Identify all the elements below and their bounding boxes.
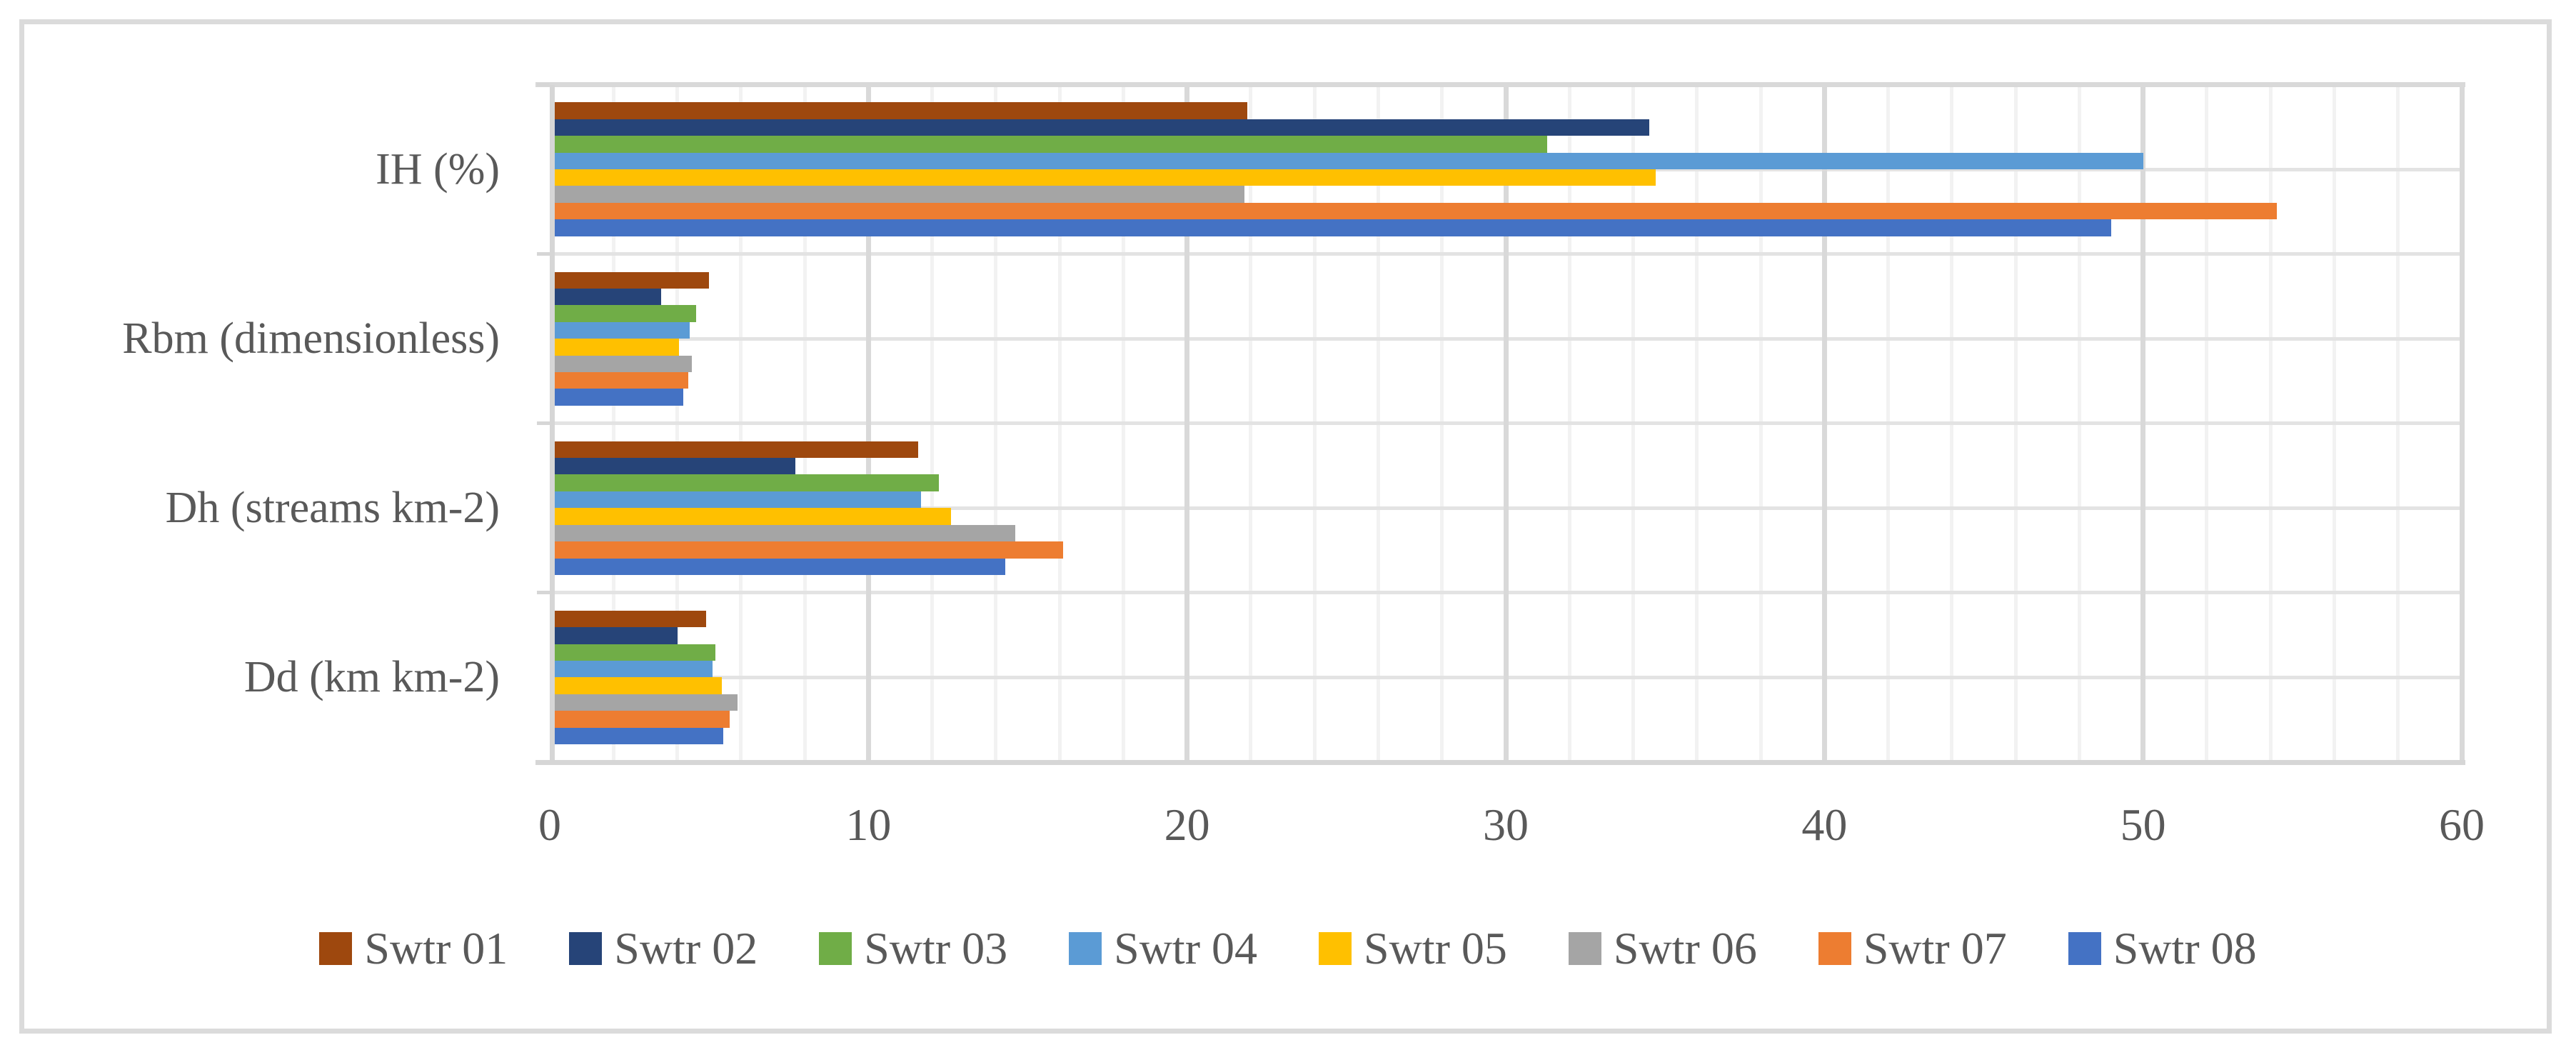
bar-swtr-08-ih	[555, 219, 2112, 236]
bar-swtr-07-rbm-dimensionless	[555, 372, 689, 389]
x-tick-label: 30	[1483, 799, 1529, 850]
bar-swtr-05-ih	[555, 169, 1656, 186]
bar-swtr-07-ih	[555, 202, 2278, 220]
legend-item-swtr-03: Swtr 03	[819, 926, 1007, 971]
category-label-ih: IH (%)	[376, 145, 500, 194]
category-axis-tick	[537, 421, 550, 426]
bar-swtr-04-dh-streams-km-2	[555, 491, 921, 509]
bar-swtr-06-dd-km-km-2	[555, 694, 738, 711]
value-axis-line	[535, 760, 2465, 765]
bar-swtr-04-dd-km-km-2	[555, 661, 713, 678]
legend-item-swtr-04: Swtr 04	[1069, 926, 1257, 971]
legend-item-swtr-02: Swtr 02	[569, 926, 758, 971]
x-tick-label: 50	[2120, 799, 2166, 850]
bar-swtr-02-dh-streams-km-2	[555, 458, 795, 475]
category-axis-tick	[537, 252, 550, 256]
bar-swtr-07-dh-streams-km-2	[555, 541, 1063, 559]
bar-swtr-01-ih	[555, 102, 1248, 119]
major-gridline	[2459, 84, 2465, 762]
bar-swtr-02-dd-km-km-2	[555, 627, 678, 644]
bar-swtr-05-dh-streams-km-2	[555, 508, 952, 525]
bar-swtr-05-dd-km-km-2	[555, 677, 723, 694]
figure-border	[19, 19, 2552, 1034]
legend-label-swtr-01: Swtr 01	[364, 923, 508, 974]
x-tick-label: 60	[2439, 799, 2485, 850]
bar-swtr-04-rbm-dimensionless	[555, 321, 690, 339]
x-tick-label: 20	[1164, 799, 1210, 850]
bar-swtr-08-dd-km-km-2	[555, 727, 724, 745]
major-gridline	[865, 84, 871, 762]
legend-item-swtr-01: Swtr 01	[319, 926, 508, 971]
legend-item-swtr-06: Swtr 06	[1568, 923, 1757, 974]
legend-label-swtr-06: Swtr 06	[1613, 923, 1757, 974]
legend-label-swtr-08: Swtr 08	[2113, 923, 2257, 974]
legend-item-swtr-07: Swtr 07	[1818, 926, 2007, 971]
legend-item-swtr-08: Swtr 08	[2068, 926, 2257, 971]
bar-swtr-01-dd-km-km-2	[555, 610, 706, 628]
major-gridline	[1503, 84, 1509, 762]
bar-swtr-02-rbm-dimensionless	[555, 288, 662, 306]
x-tick-label: 0	[538, 799, 561, 850]
bar-swtr-06-rbm-dimensionless	[555, 355, 692, 372]
major-gridline	[1184, 84, 1190, 762]
bar-swtr-08-rbm-dimensionless	[555, 389, 684, 406]
legend-label-swtr-04: Swtr 04	[1114, 923, 1257, 974]
legend-label-swtr-05: Swtr 05	[1364, 923, 1507, 974]
bar-swtr-02-ih	[555, 119, 1649, 136]
x-tick-label: 40	[1801, 799, 1848, 850]
bar-swtr-01-dh-streams-km-2	[555, 441, 918, 459]
legend-swatch-swtr-02	[569, 932, 603, 965]
bar-swtr-06-ih	[555, 186, 1244, 203]
x-tick-label: 10	[845, 799, 892, 850]
legend-label-swtr-07: Swtr 07	[1863, 923, 2007, 974]
category-axis-tick	[537, 83, 550, 86]
category-axis-tick	[537, 591, 550, 595]
bar-swtr-06-dh-streams-km-2	[555, 524, 1015, 542]
category-label-rbm-dimensionless: Rbm (dimensionless)	[122, 314, 500, 364]
category-label-dh-streams-km-2: Dh (streams km-2)	[165, 484, 500, 533]
major-gridline	[1821, 84, 1827, 762]
legend-label-swtr-02: Swtr 02	[614, 923, 758, 974]
bar-swtr-08-dh-streams-km-2	[555, 558, 1006, 575]
bar-swtr-03-ih	[555, 136, 1548, 153]
legend-swatch-swtr-04	[1069, 932, 1102, 965]
bar-swtr-03-rbm-dimensionless	[555, 305, 697, 322]
legend: Swtr 01 Swtr 02 Swtr 03 Swtr 04 Swtr 05 Swtr …	[0, 920, 2576, 977]
bar-swtr-03-dh-streams-km-2	[555, 474, 939, 491]
bar-swtr-04-ih	[555, 152, 2143, 170]
plot-top-border	[535, 82, 2465, 87]
bar-swtr-07-dd-km-km-2	[555, 711, 730, 728]
legend-swatch-swtr-03	[819, 932, 852, 965]
category-label-dd-km-km-2: Dd (km km-2)	[243, 653, 500, 702]
legend-item-swtr-05: Swtr 05	[1319, 926, 1507, 971]
bar-swtr-05-rbm-dimensionless	[555, 339, 679, 356]
legend-label-swtr-03: Swtr 03	[864, 923, 1008, 974]
category-axis-line	[550, 84, 555, 765]
legend-swatch-swtr-01	[319, 932, 353, 965]
legend-swatch-swtr-06	[1568, 932, 1601, 965]
legend-swatch-swtr-08	[2068, 932, 2101, 965]
legend-swatch-swtr-07	[1818, 932, 1851, 965]
legend-swatch-swtr-05	[1319, 932, 1352, 965]
major-gridline	[2140, 84, 2146, 762]
bar-swtr-03-dd-km-km-2	[555, 644, 716, 661]
bar-swtr-01-rbm-dimensionless	[555, 271, 710, 289]
